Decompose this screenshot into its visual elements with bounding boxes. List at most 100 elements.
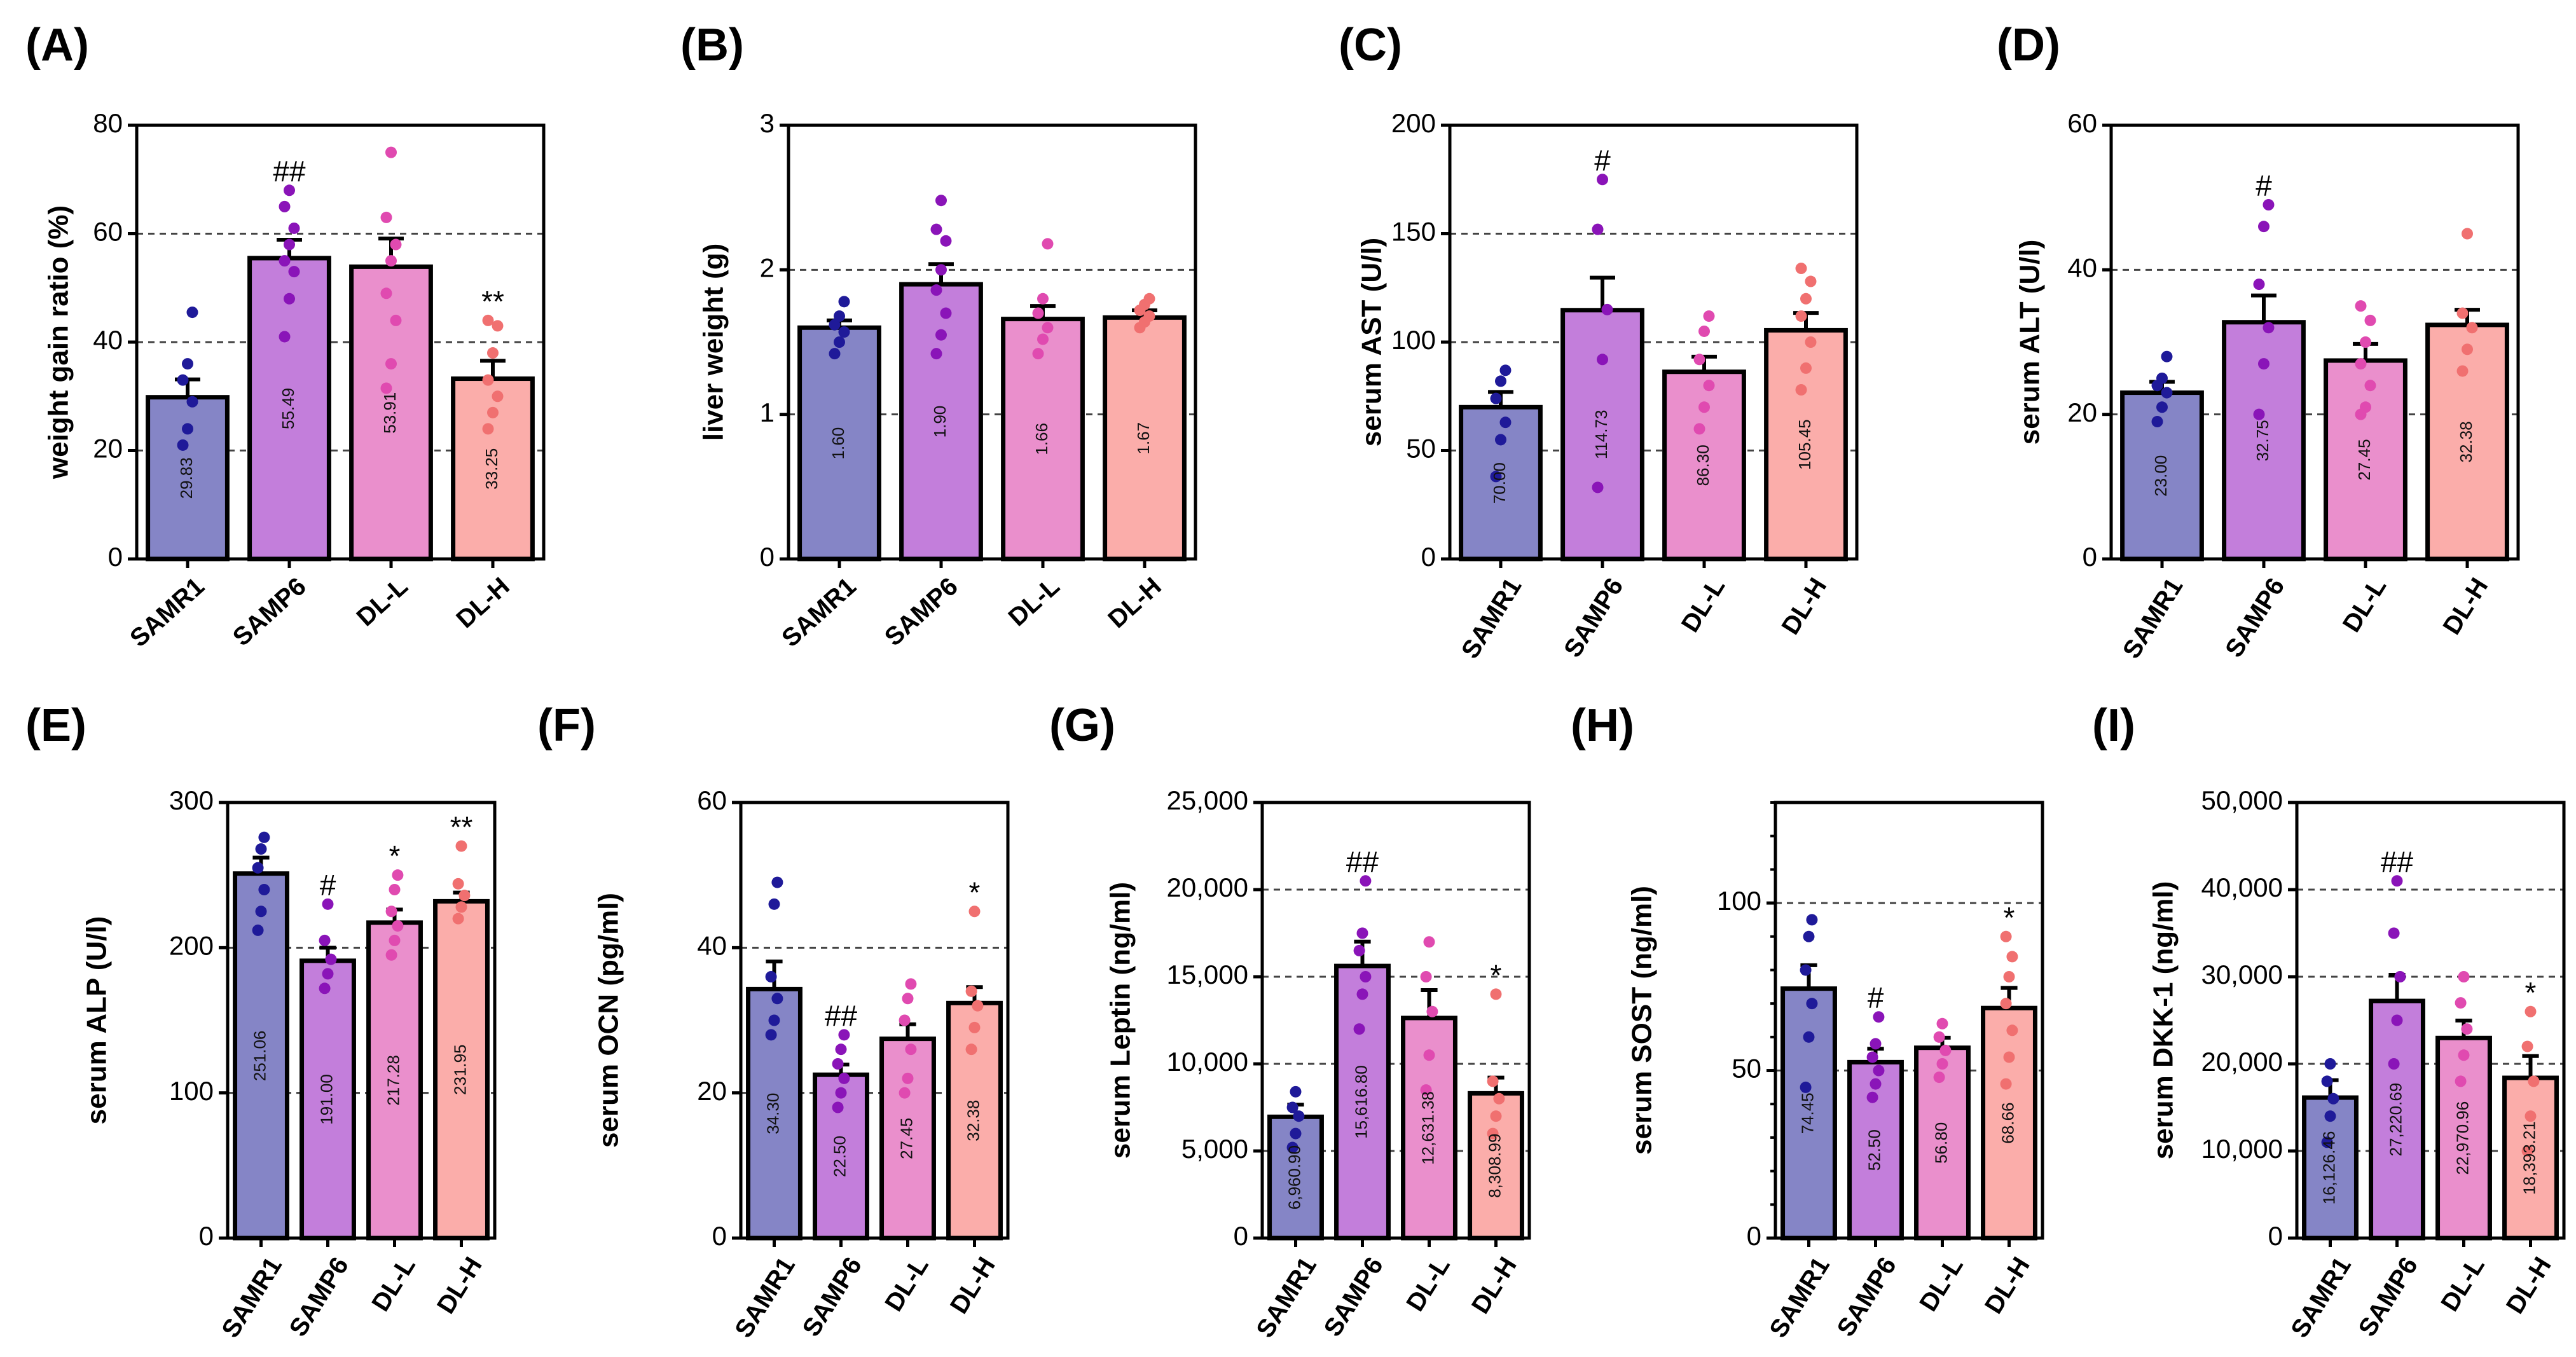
y-tick-label: 50: [1406, 434, 1436, 464]
data-point: [482, 374, 494, 386]
data-point: [2364, 314, 2376, 326]
data-point: [2003, 1051, 2015, 1063]
panel-letter: (B): [680, 20, 744, 71]
y-tick-label: 20,000: [1167, 872, 1248, 902]
category-label: DL-L: [1676, 573, 1731, 637]
category-label: SAMP6: [1832, 1252, 1902, 1341]
data-point: [255, 906, 267, 918]
category-label: DL-L: [2435, 1252, 2490, 1316]
data-point: [1866, 1051, 1878, 1063]
data-point: [1870, 1078, 1882, 1090]
y-tick-label: 60: [697, 785, 727, 815]
y-axis-label: serum SOST (ng/ml): [1627, 886, 1658, 1155]
data-point: [968, 906, 981, 918]
data-point: [2258, 358, 2269, 370]
data-point: [1597, 174, 1608, 186]
bar-value-label: 1.90: [930, 406, 949, 438]
data-point: [902, 993, 914, 1005]
panel-letter: (D): [1997, 20, 2060, 71]
data-point: [279, 331, 291, 343]
significance-mark: *: [2004, 901, 2015, 934]
panel-c: (C) 70.00 114.73 #86.30 105.45 0 50 100 150 200 se…: [1339, 20, 1859, 663]
y-tick-label: 100: [169, 1076, 214, 1106]
bar-value-label: 33.25: [482, 448, 501, 490]
y-tick-label: 100: [1391, 325, 1436, 355]
y-tick-label: 10,000: [2201, 1134, 2283, 1164]
axis-frame: [1774, 801, 2044, 1240]
category-label: DL-L: [1914, 1252, 1969, 1316]
data-point: [177, 439, 189, 451]
data-point: [385, 255, 397, 267]
data-point: [2462, 343, 2473, 355]
data-point: [487, 406, 499, 418]
category-label: SAMR1: [729, 1252, 801, 1342]
bar-value-label: 32.38: [963, 1100, 982, 1141]
data-point: [2000, 930, 2012, 942]
data-point: [940, 235, 952, 247]
data-point: [765, 1029, 777, 1041]
data-point: [834, 310, 845, 322]
bar-value-label: 27,220.69: [2386, 1083, 2405, 1157]
bar-value-label: 15,616.80: [1351, 1065, 1370, 1139]
data-point: [1499, 364, 1512, 376]
bar-dl-l: [879, 1037, 936, 1241]
bar-value-label: 105.45: [1795, 419, 1814, 470]
axis-frame: [1260, 801, 1531, 1240]
data-point: [1490, 392, 1502, 404]
data-point: [2456, 365, 2469, 377]
data-point: [2524, 1110, 2537, 1122]
data-point: [1601, 303, 1613, 315]
data-point: [1936, 1058, 1948, 1070]
data-point: [1800, 1081, 1812, 1093]
data-point: [1873, 1011, 1885, 1023]
data-point: [284, 293, 295, 305]
data-point: [1143, 310, 1155, 322]
bar-value-label: 191.00: [317, 1074, 336, 1125]
category-label: DL-H: [2501, 1252, 2557, 1318]
data-point: [1693, 423, 1705, 435]
data-point: [771, 876, 783, 888]
y-tick-label: 20: [697, 1076, 727, 1106]
data-point: [390, 314, 402, 326]
data-point: [834, 336, 845, 348]
data-point: [380, 382, 392, 394]
data-point: [1493, 1092, 1505, 1105]
data-point: [2156, 372, 2168, 384]
bar-value-label: 231.95: [450, 1044, 469, 1095]
data-point: [965, 1044, 977, 1056]
y-axis-label: serum Leptin (ng/ml): [1105, 882, 1136, 1159]
data-point: [288, 266, 300, 278]
y-axis-label: weight gain ratio (%): [43, 205, 74, 479]
significance-mark: #: [1594, 144, 1611, 177]
bar-value-label: 1.67: [1134, 422, 1153, 455]
data-point: [832, 1101, 844, 1113]
data-point: [1939, 1044, 1952, 1056]
data-point: [1286, 1101, 1298, 1113]
panel-letter: (G): [1049, 700, 1115, 751]
data-point: [2521, 1145, 2533, 1157]
panel-letter: (A): [25, 20, 89, 71]
bar-value-label: 22,970.96: [2453, 1101, 2472, 1175]
category-label: DL-L: [1003, 572, 1065, 632]
bar-value-label: 86.30: [1693, 444, 1712, 486]
data-point: [1490, 1110, 1502, 1122]
y-tick-label: 80: [93, 108, 123, 138]
data-point: [930, 348, 942, 360]
bar-value-label: 27.45: [897, 1118, 916, 1159]
data-point: [1698, 401, 1710, 413]
data-point: [1042, 322, 1054, 334]
data-point: [2000, 1078, 2012, 1090]
axis-frame: [1448, 123, 1859, 561]
data-point: [768, 898, 780, 910]
significance-mark: #: [2256, 169, 2272, 202]
data-point: [2461, 1023, 2473, 1035]
bar-value-label: 27.45: [2355, 439, 2374, 480]
data-point: [2391, 1014, 2403, 1026]
bar-dl-h: [1103, 315, 1187, 561]
data-point: [1800, 362, 1812, 374]
category-label: SAMR1: [125, 572, 210, 652]
significance-mark: #: [1868, 981, 1884, 1014]
y-tick-label: 200: [169, 930, 214, 960]
significance-mark: #: [320, 869, 336, 902]
data-point: [838, 1029, 850, 1041]
